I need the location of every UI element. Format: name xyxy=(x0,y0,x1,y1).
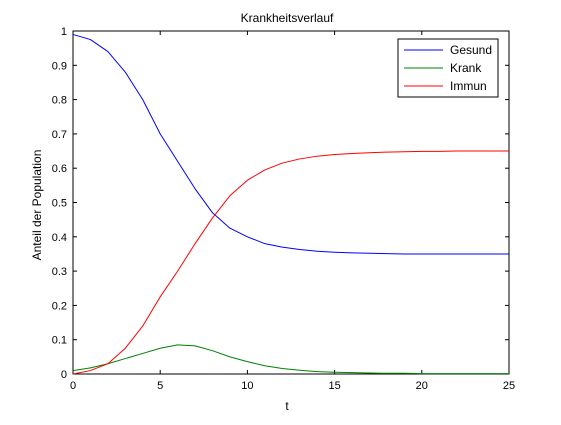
series-line-immun xyxy=(72,150,509,375)
y-tick-label: 0.7 xyxy=(52,129,67,141)
y-tick-label: 0.2 xyxy=(52,300,67,312)
y-tick-label: 0.5 xyxy=(52,198,67,210)
y-tick-label: 0 xyxy=(61,369,67,381)
x-tick-label: 0 xyxy=(70,380,76,392)
y-tick-label: 0.1 xyxy=(52,335,67,347)
y-tick-label: 0.9 xyxy=(52,60,67,72)
chart-title: Krankheitsverlauf xyxy=(241,11,334,25)
x-tick-label: 20 xyxy=(416,380,428,392)
x-tick-label: 15 xyxy=(328,380,340,392)
y-tick-label: 0.6 xyxy=(52,163,67,175)
y-tick-label: 0.3 xyxy=(52,266,67,278)
series-line-krank xyxy=(72,344,509,375)
legend-label-krank: Krank xyxy=(450,61,482,75)
legend-label-gesund: Gesund xyxy=(450,43,492,57)
legend: Gesund Krank Immun xyxy=(397,38,499,98)
y-axis-title: Anteil der Population xyxy=(30,150,44,261)
y-tick-label: 1 xyxy=(61,26,67,38)
series-line-gesund xyxy=(72,33,509,255)
legend-label-immun: Immun xyxy=(450,79,487,93)
x-tick-label: 25 xyxy=(503,380,515,392)
x-tick-label: 5 xyxy=(157,380,163,392)
y-tick-label: 0.8 xyxy=(52,95,67,107)
y-tick-label: 0.4 xyxy=(52,232,67,244)
x-axis-title: t xyxy=(285,399,289,413)
x-tick-label: 10 xyxy=(241,380,253,392)
series-lines xyxy=(72,33,509,375)
